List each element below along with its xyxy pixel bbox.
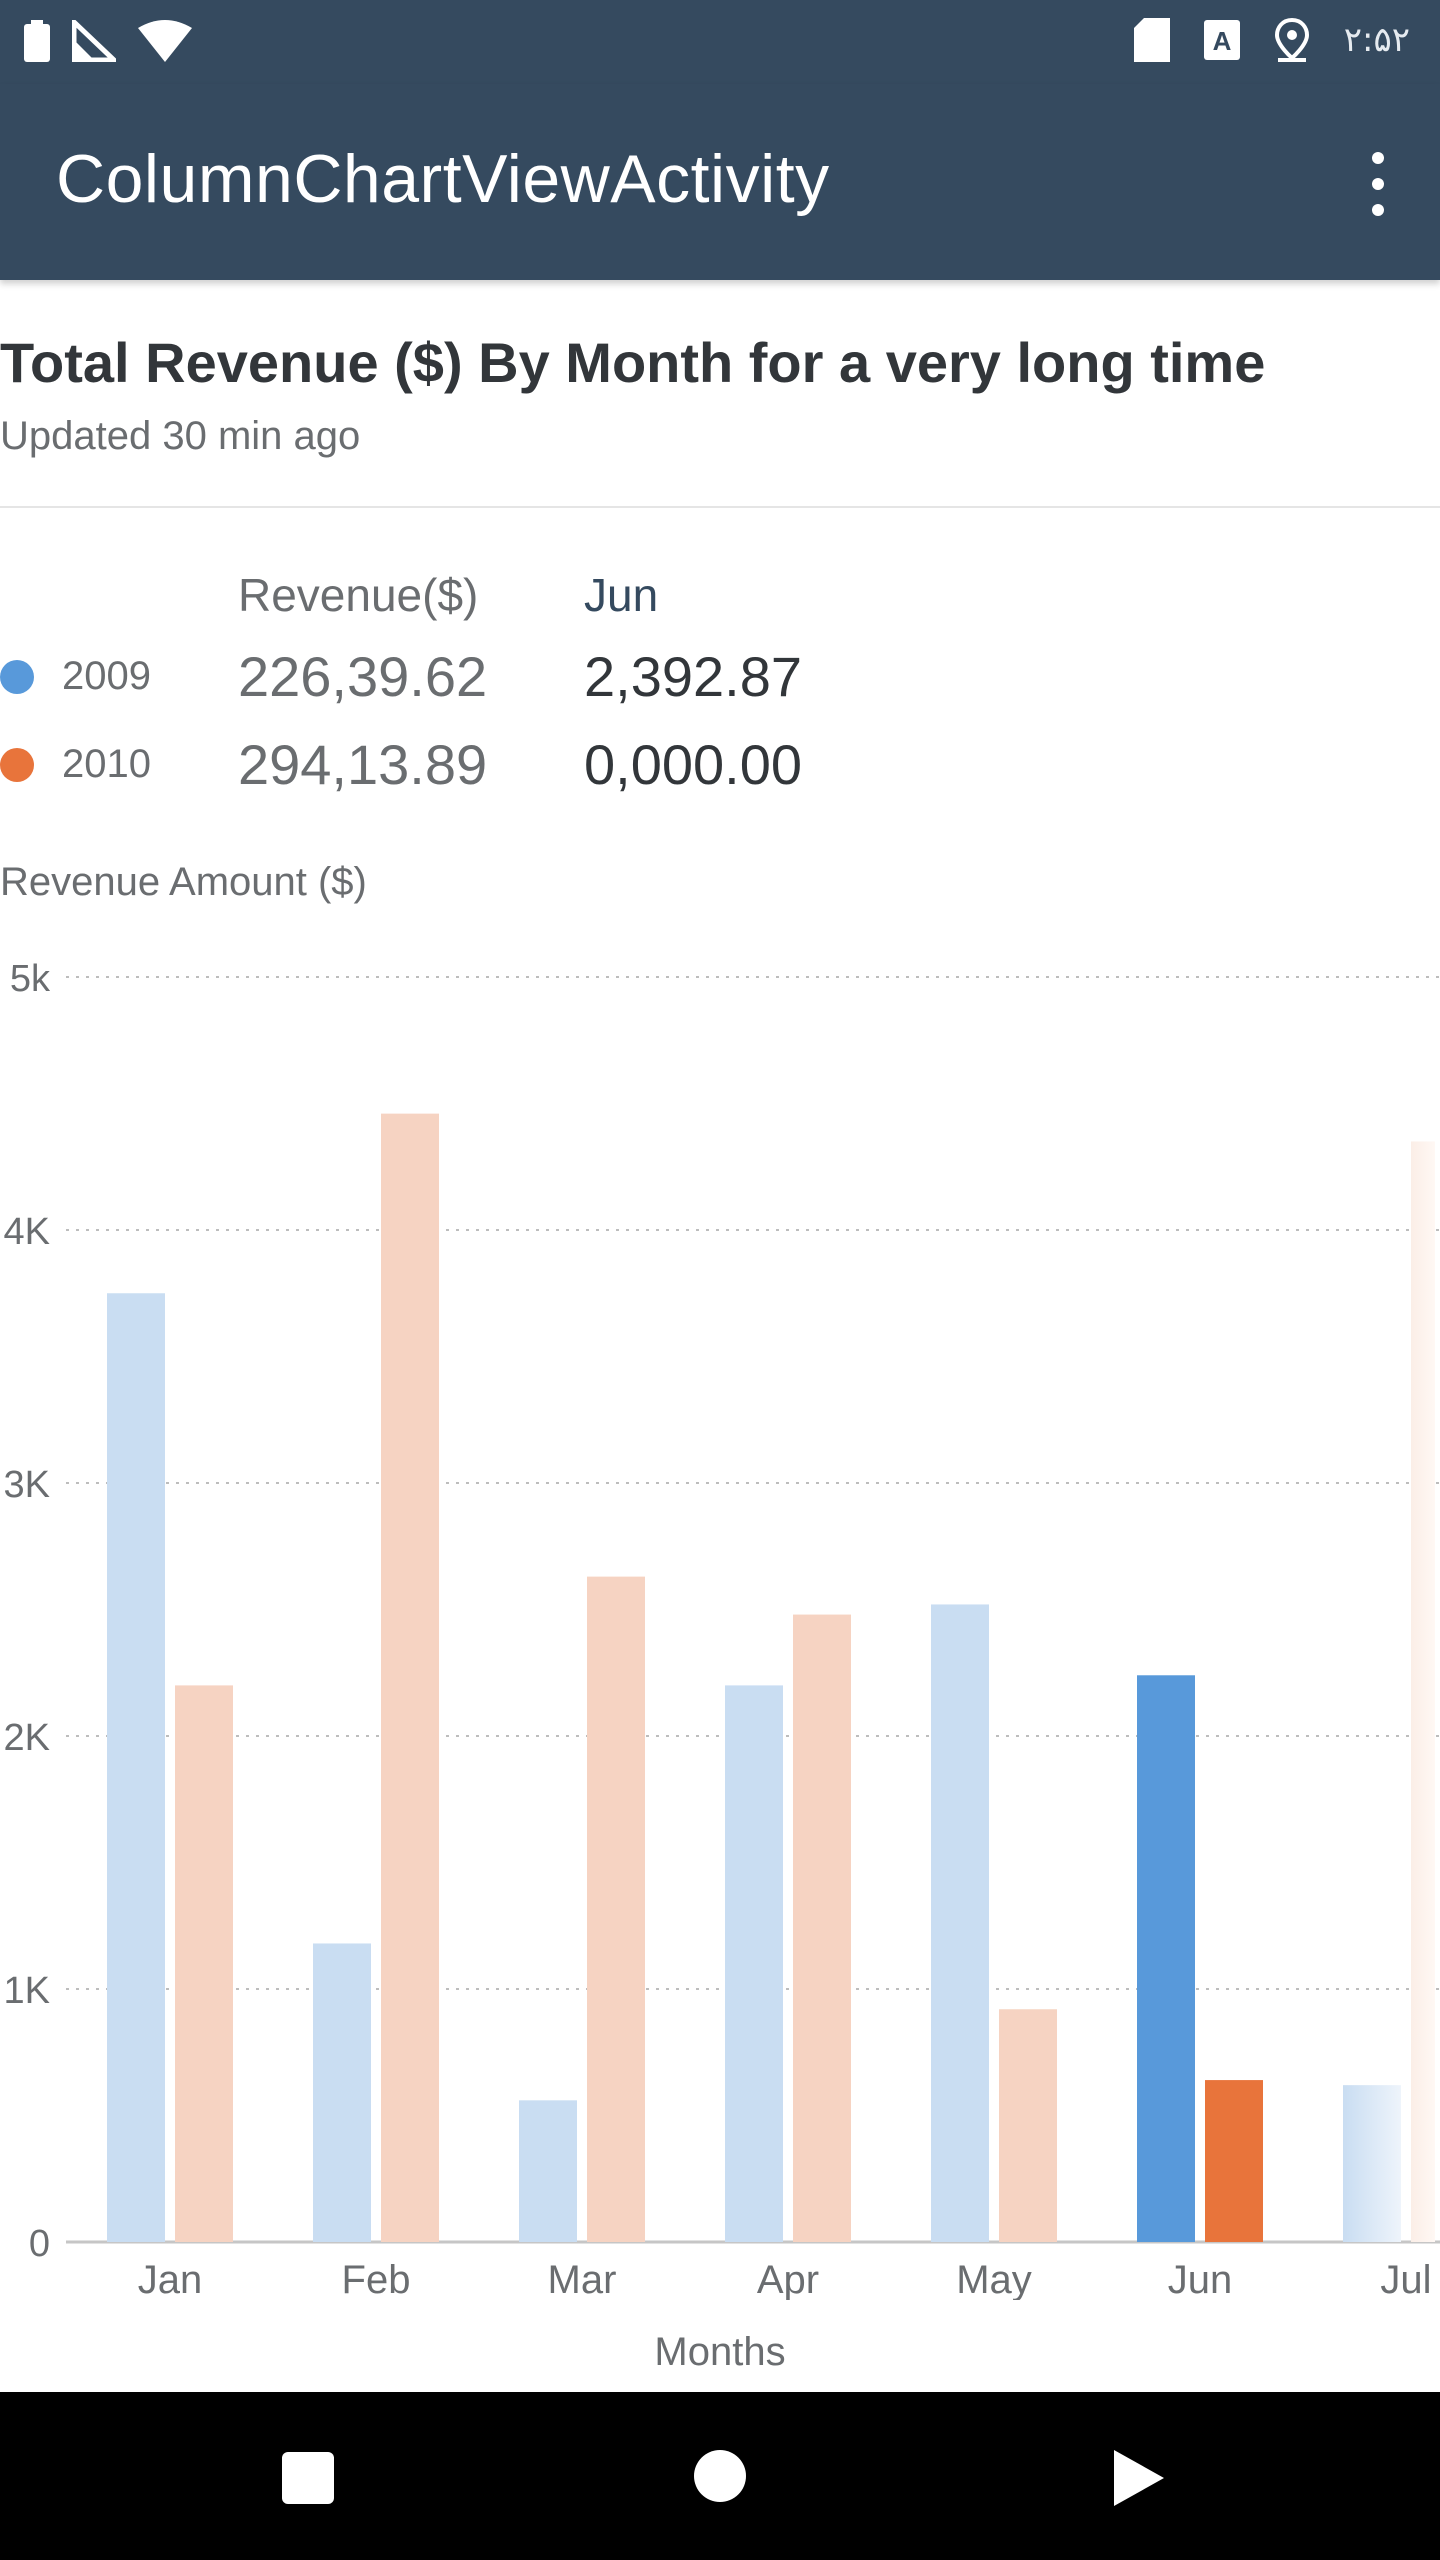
status-time: ۲:۵۲ bbox=[1343, 20, 1410, 60]
accessibility-a-icon: A bbox=[1203, 20, 1240, 60]
x-tick-label: Jul bbox=[1380, 2258, 1431, 2300]
wifi-icon bbox=[138, 20, 192, 62]
x-axis-title: Months bbox=[654, 2330, 786, 2374]
y-tick-label: 5k bbox=[10, 958, 51, 1000]
legend-dot-icon bbox=[0, 660, 34, 694]
svg-text:A: A bbox=[1212, 26, 1231, 56]
bar-2009-jul[interactable] bbox=[1343, 2085, 1401, 2242]
bar-2010-jul[interactable] bbox=[1411, 1141, 1435, 2242]
bar-2010-feb[interactable] bbox=[381, 1113, 439, 2242]
status-bar: A ۲:۵۲ bbox=[0, 0, 1440, 84]
bar-2010-jun[interactable] bbox=[1205, 2080, 1263, 2242]
legend-row-2010[interactable]: 2010 294,13.89 0,000.00 bbox=[0, 733, 900, 818]
bar-2009-may[interactable] bbox=[931, 1604, 989, 2242]
x-tick-label: Jun bbox=[1168, 2258, 1233, 2300]
location-icon bbox=[1274, 18, 1309, 62]
y-tick-label: 3K bbox=[4, 1464, 50, 1506]
bar-2010-jan[interactable] bbox=[175, 1685, 233, 2242]
bar-2010-mar[interactable] bbox=[587, 1576, 645, 2242]
recents-triangle-icon[interactable] bbox=[1114, 2450, 1164, 2506]
y-tick-label: 4K bbox=[4, 1211, 50, 1253]
x-tick-label: Mar bbox=[548, 2258, 617, 2300]
legend-year: 2009 bbox=[62, 654, 151, 698]
bar-2009-apr[interactable] bbox=[725, 1685, 783, 2242]
legend-selected-value: 2,392.87 bbox=[584, 645, 802, 708]
column-chart[interactable]: 0 1K 2K 3K 4K 5k Jan Feb Mar Apr May Jun Jul bbox=[0, 940, 1440, 2300]
signal-icon bbox=[72, 20, 116, 62]
x-tick-label: Feb bbox=[342, 2258, 411, 2300]
x-tick-label: Jan bbox=[138, 2258, 203, 2300]
legend-year: 2010 bbox=[62, 742, 151, 786]
bar-2009-jan[interactable] bbox=[107, 1293, 165, 2242]
x-tick-label: May bbox=[956, 2258, 1032, 2300]
bar-2010-apr[interactable] bbox=[793, 1614, 851, 2242]
more-vert-icon[interactable] bbox=[1356, 144, 1400, 224]
legend-value-header: Revenue($) bbox=[238, 569, 479, 621]
back-square-icon[interactable] bbox=[282, 2452, 334, 2504]
legend-total: 226,39.62 bbox=[238, 645, 488, 708]
chart-subtitle: Updated 30 min ago bbox=[0, 414, 361, 458]
bar-2009-feb[interactable] bbox=[313, 1943, 371, 2242]
app-title: ColumnChartViewActivity bbox=[56, 141, 830, 217]
x-tick-label: Apr bbox=[757, 2258, 819, 2300]
y-tick-label: 0 bbox=[29, 2223, 50, 2265]
bar-2009-jun[interactable] bbox=[1137, 1675, 1195, 2242]
legend-row-2009[interactable]: 2009 226,39.62 2,392.87 bbox=[0, 645, 900, 730]
sd-card-icon bbox=[1133, 18, 1170, 62]
battery-icon bbox=[24, 20, 50, 62]
bar-2009-mar[interactable] bbox=[519, 2100, 577, 2242]
bar-2010-may[interactable] bbox=[999, 2009, 1057, 2242]
divider bbox=[0, 506, 1440, 508]
y-tick-label: 1K bbox=[4, 1970, 50, 2012]
legend-total: 294,13.89 bbox=[238, 733, 488, 796]
home-circle-icon[interactable] bbox=[694, 2450, 746, 2502]
y-tick-label: 2K bbox=[4, 1717, 50, 1759]
chart-title: Total Revenue ($) By Month for a very lo… bbox=[0, 331, 1266, 394]
y-axis-title: Revenue Amount ($) bbox=[0, 860, 367, 904]
navigation-bar bbox=[0, 2392, 1440, 2560]
legend-selected-value: 0,000.00 bbox=[584, 733, 802, 796]
legend-selected-header: Jun bbox=[584, 569, 659, 621]
app-bar: ColumnChartViewActivity bbox=[0, 84, 1440, 280]
legend-dot-icon bbox=[0, 748, 34, 782]
